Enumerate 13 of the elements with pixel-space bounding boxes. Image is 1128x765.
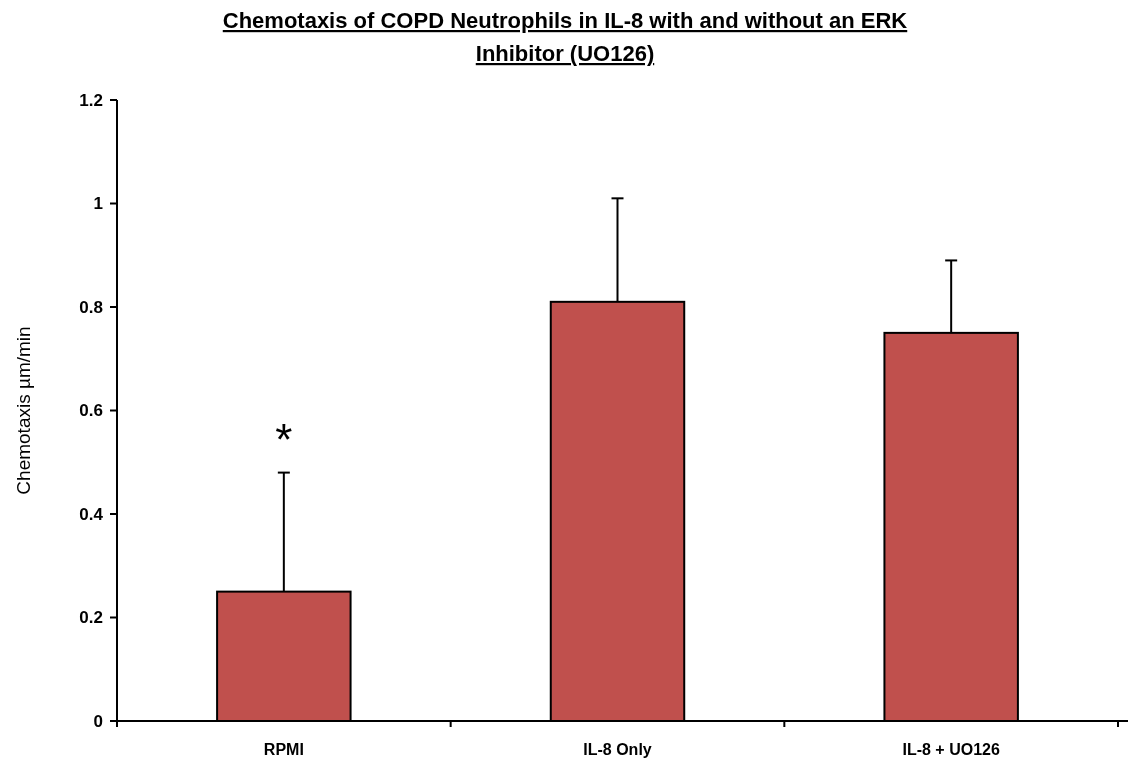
y-tick-label: 0.6	[79, 401, 103, 421]
x-tick-label: RPMI	[263, 741, 304, 758]
y-tick-label: 1	[93, 194, 103, 214]
x-tick-label: IL-8 Only	[583, 741, 652, 758]
y-tick-label: 0.8	[79, 297, 103, 317]
y-tick-label: 1.2	[79, 90, 103, 110]
annotation: *	[275, 414, 293, 464]
y-tick-label: 0	[93, 711, 103, 731]
y-tick-label: 0.2	[79, 608, 103, 628]
y-axis-title: Chemotaxis µm/min	[13, 326, 34, 495]
x-tick-label: IL-8 + UO126	[902, 741, 1000, 758]
chart-title: Chemotaxis of COPD Neutrophils in IL-8 with and without an ERK Inhibitor (UO126)	[222, 8, 908, 66]
y-tick-label: 0.4	[79, 504, 104, 524]
